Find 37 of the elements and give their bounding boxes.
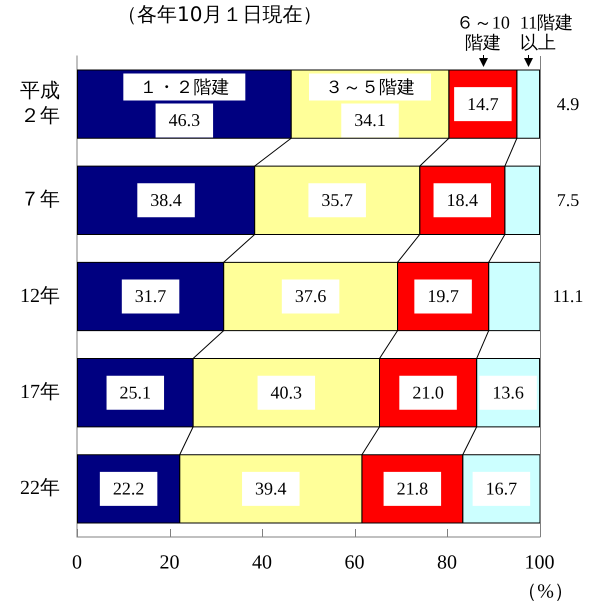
y-tick-label: 12年 xyxy=(20,284,60,307)
data-label: 31.7 xyxy=(134,286,166,306)
data-label: 21.0 xyxy=(412,382,444,402)
y-tick-label: 平成２年 xyxy=(20,80,60,127)
data-label: 46.3 xyxy=(168,110,200,130)
x-tick-label: 100 xyxy=(524,551,555,574)
x-tick-label: 40 xyxy=(252,551,272,574)
data-label: 19.7 xyxy=(427,286,459,306)
data-label: 7.5 xyxy=(556,190,580,210)
data-label: 39.4 xyxy=(255,478,287,499)
data-label: 21.8 xyxy=(396,478,428,499)
chart-title: （各年10月１日現在） xyxy=(117,2,322,26)
y-tick-label: 17年 xyxy=(20,380,60,403)
data-label: 22.2 xyxy=(112,478,144,499)
x-tick-label: 0 xyxy=(72,551,82,574)
data-label: 18.4 xyxy=(446,190,478,210)
series-label: 11階建以上 xyxy=(520,12,574,53)
data-label: 35.7 xyxy=(321,190,353,210)
x-tick-label: 20 xyxy=(160,551,180,574)
x-tick-label: 80 xyxy=(437,551,458,574)
data-label: 13.6 xyxy=(492,382,524,402)
x-tick-label: 60 xyxy=(344,551,365,574)
data-label: 40.3 xyxy=(270,382,302,402)
y-tick-label: 22年 xyxy=(20,477,60,500)
x-axis-title: （%） xyxy=(517,580,574,602)
data-label: 16.7 xyxy=(486,478,518,499)
data-label: 11.1 xyxy=(552,286,584,306)
data-label: 25.1 xyxy=(120,382,152,402)
data-label: 34.1 xyxy=(354,110,386,130)
y-tick-label: ７年 xyxy=(20,188,60,211)
series-label: ６～10階建 xyxy=(456,12,510,53)
data-label: 4.9 xyxy=(556,94,580,114)
series-label: ３～５階建 xyxy=(325,76,416,97)
data-label: 37.6 xyxy=(294,286,326,306)
data-label: 14.7 xyxy=(467,94,499,114)
series-label: １・２階建 xyxy=(139,76,230,97)
data-label: 38.4 xyxy=(150,190,182,210)
